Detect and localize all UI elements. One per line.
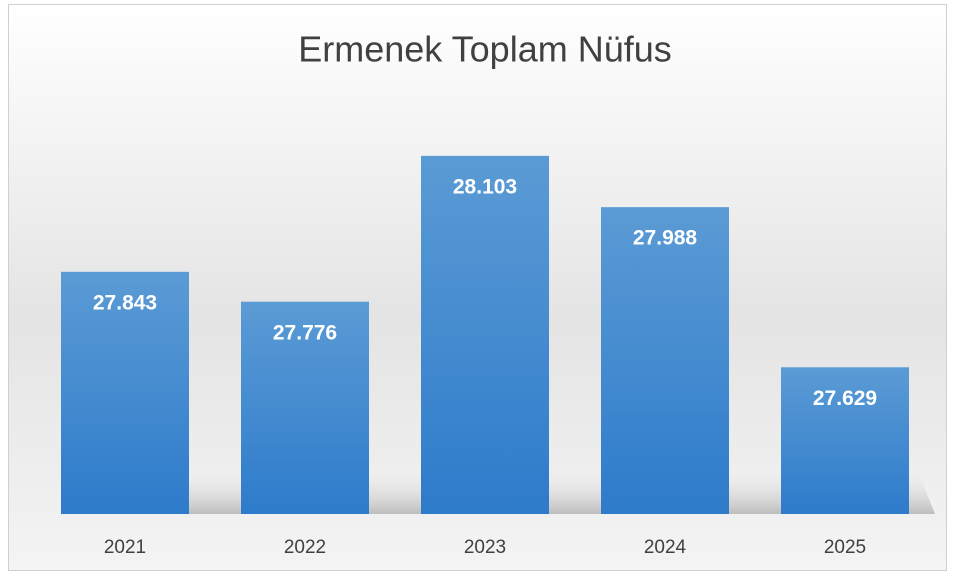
x-tick-label: 2023: [464, 537, 506, 558]
bar: [61, 271, 189, 514]
x-tick-label: 2021: [104, 537, 146, 558]
x-tick-label: 2025: [824, 537, 866, 558]
value-label: 27.988: [633, 227, 698, 250]
bar: [241, 301, 369, 514]
x-tick-label: 2024: [644, 537, 687, 558]
value-label: 28.103: [453, 175, 517, 198]
bar: [781, 367, 909, 514]
x-tick-label: 2022: [284, 537, 326, 558]
chart-title: Ermenek Toplam Nüfus: [298, 29, 672, 70]
value-label: 27.776: [273, 321, 337, 344]
value-label: 27.843: [93, 291, 157, 314]
value-label: 27.629: [813, 387, 877, 410]
bar: [421, 155, 549, 514]
bar: [601, 207, 729, 515]
